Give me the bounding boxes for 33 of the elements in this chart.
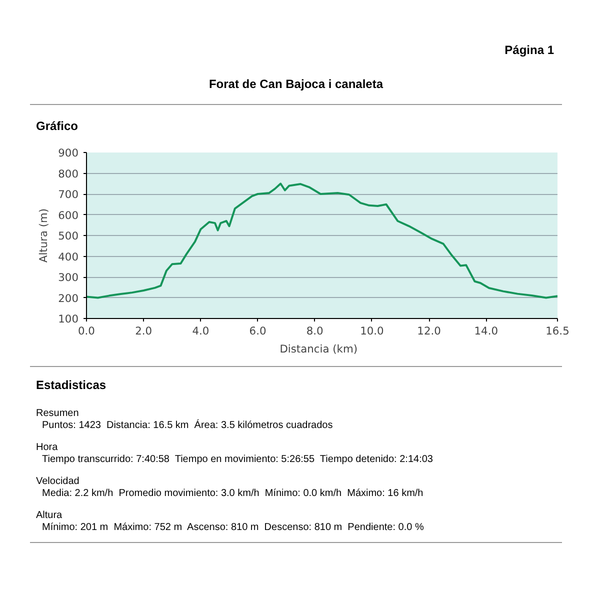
text: Altura [36, 510, 64, 522]
text: Mínimo: 201 m Máximo: 752 m Ascenso: 810 m Descenso: 810 m Pendiente: 0.0 % [41, 522, 425, 534]
y-tick-label: 600 [58, 208, 79, 222]
text: Estadisticas [35, 377, 108, 394]
x-tick-label: 16.5 [546, 324, 570, 338]
text: Hora [36, 442, 59, 454]
x-tick-label: 12.0 [417, 324, 442, 338]
x-tick-label: 4.0 [192, 324, 210, 338]
y-tick-label: 800 [58, 167, 79, 180]
x-tick-label: 10.0 [360, 324, 384, 338]
y-tick-label: 500 [58, 230, 79, 242]
text: Resumen [36, 408, 80, 420]
y-tick-label: 300 [58, 271, 79, 284]
text: Media: 2.2 km/h Promedio movimiento: 3.0 km/h Mínimo: 0.0 km/h Máximo: 16 km/h [41, 488, 424, 500]
text: Página 1 [504, 42, 554, 59]
text: Velocidad [36, 476, 80, 488]
x-tick-label: 2.0 [135, 324, 152, 338]
x-tick-label: 8.0 [306, 324, 324, 338]
text: Puntos: 1423 Distancia: 16.5 km Área: 3.5 kilómetros cuadrados [41, 420, 334, 432]
x-tick-label: 14.0 [474, 324, 498, 338]
x-tick-label: 0.0 [78, 324, 96, 338]
chart-subtitle: Gráfico [36, 118, 78, 135]
y-tick-label: 200 [58, 292, 79, 305]
y-tick-label: 700 [58, 188, 79, 201]
line-series [86, 182, 558, 299]
y-axis-title: Altura (m) [37, 208, 50, 263]
y-tick-label: 900 [58, 146, 79, 160]
chart-title: Forat de Can Bajoca i canaleta [208, 76, 384, 93]
x-axis-title: Distancia (km) [280, 342, 358, 356]
y-tick-label: 400 [58, 250, 79, 264]
y-tick-label: 100 [58, 312, 79, 326]
text: Tiempo transcurrido: 7:40:58 Tiempo en movimiento: 5:26:55 Tiempo detenido: 2:14:03 [41, 454, 434, 466]
x-tick-label: 6.0 [249, 324, 266, 338]
